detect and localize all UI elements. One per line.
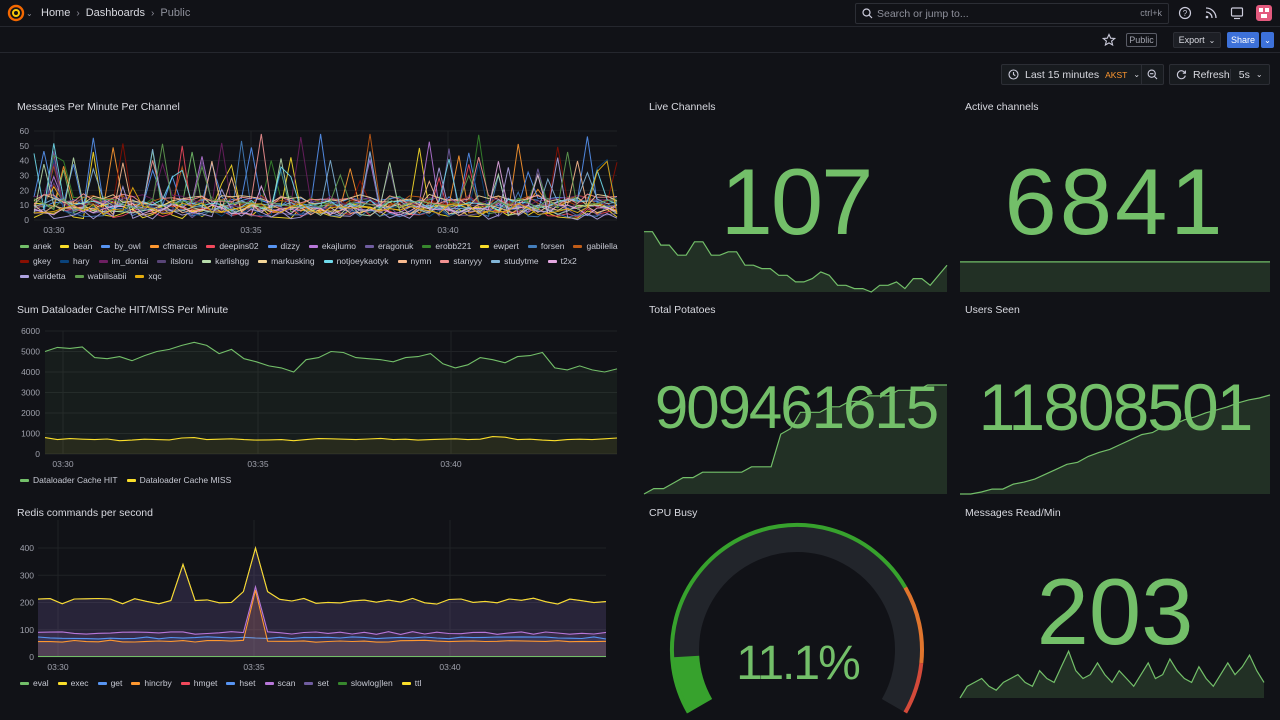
gauge-value-arc <box>685 657 700 706</box>
cpu-busy-value: 11.1% <box>730 640 865 688</box>
